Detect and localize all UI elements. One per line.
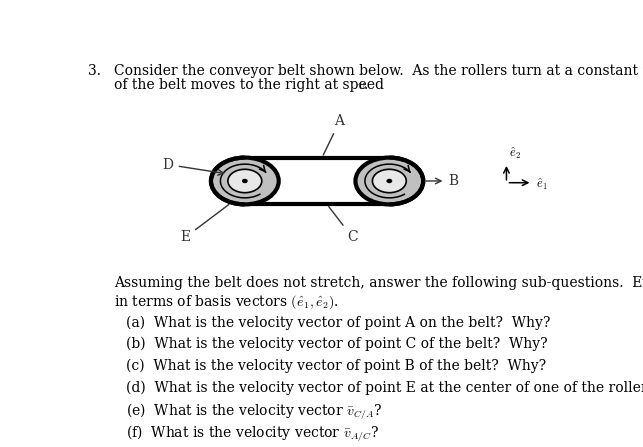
- Bar: [245, 158, 390, 204]
- Circle shape: [372, 169, 406, 193]
- Text: (a)  What is the velocity vector of point A on the belt?  Why?: (a) What is the velocity vector of point…: [126, 315, 550, 329]
- Text: of the belt moves to the right at speed: of the belt moves to the right at speed: [114, 78, 388, 93]
- Text: (b)  What is the velocity vector of point C of the belt?  Why?: (b) What is the velocity vector of point…: [126, 337, 548, 351]
- Text: $\hat{e}_2$: $\hat{e}_2$: [509, 146, 521, 161]
- Text: $v$.: $v$.: [357, 78, 368, 93]
- Text: in terms of basis vectors $(\hat{e}_1, \hat{e}_2)$.: in terms of basis vectors $(\hat{e}_1, \…: [114, 294, 339, 311]
- Text: Consider the conveyor belt shown below.  As the rollers turn at a constant rate,: Consider the conveyor belt shown below. …: [114, 64, 643, 78]
- Circle shape: [356, 158, 423, 204]
- Text: E: E: [181, 204, 229, 244]
- Text: (f)  What is the velocity vector $\bar{v}_{A/C}$?: (f) What is the velocity vector $\bar{v}…: [126, 424, 379, 444]
- Text: C: C: [329, 207, 358, 244]
- Circle shape: [242, 179, 247, 182]
- Text: D: D: [163, 158, 224, 175]
- Circle shape: [211, 158, 278, 204]
- Text: (g)  What is the velocity vector $\bar{v}_{B/A}$?: (g) What is the velocity vector $\bar{v}…: [126, 445, 383, 447]
- Text: A: A: [323, 114, 345, 155]
- Circle shape: [228, 169, 262, 193]
- Text: (e)  What is the velocity vector $\bar{v}_{C/A}$?: (e) What is the velocity vector $\bar{v}…: [126, 402, 383, 422]
- Text: (c)  What is the velocity vector of point B of the belt?  Why?: (c) What is the velocity vector of point…: [126, 358, 547, 373]
- Circle shape: [387, 179, 392, 182]
- Text: (d)  What is the velocity vector of point E at the center of one of the rollers?: (d) What is the velocity vector of point…: [126, 380, 643, 395]
- Text: 3.: 3.: [88, 64, 101, 78]
- Text: B: B: [426, 174, 458, 188]
- Text: $\hat{e}_1$: $\hat{e}_1$: [536, 177, 548, 192]
- Text: Assuming the belt does not stretch, answer the following sub-questions.  Express: Assuming the belt does not stretch, answ…: [114, 276, 643, 290]
